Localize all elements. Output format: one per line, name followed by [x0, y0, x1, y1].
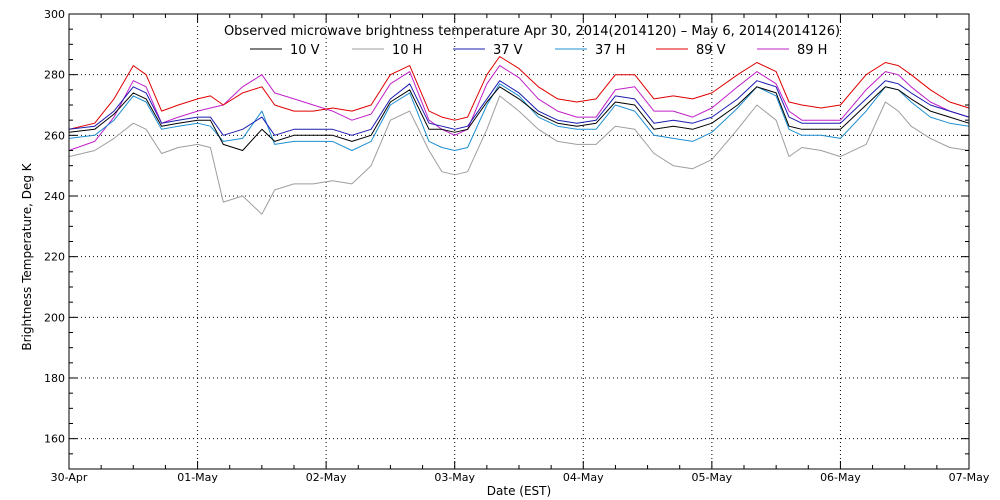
y-tick-label: 200 [44, 311, 65, 324]
y-tick-label: 280 [44, 69, 65, 82]
series-line-37v [68, 80, 970, 136]
legend-label: 10 V [290, 43, 320, 58]
x-tick-label: 03-May [434, 471, 475, 484]
y-tick-label: 300 [44, 8, 65, 21]
legend-label: 89 H [797, 43, 827, 58]
series-line-10v [68, 86, 970, 151]
tick-labels: 160 180 200 220 240 260 280 300 30-Apr 01-May 02-M… [44, 8, 990, 484]
y-axis-label: Brightness Temperature, Deg K [20, 162, 34, 350]
series-line-10h [68, 95, 970, 215]
x-axis-label: Date (EST) [487, 484, 551, 498]
y-tick-label: 240 [44, 190, 65, 203]
series-layer [68, 56, 970, 215]
x-tick-label: 01-May [177, 471, 218, 484]
series-line-37h [68, 83, 970, 151]
x-tick-label: 04-May [563, 471, 604, 484]
y-tick-label: 260 [44, 129, 65, 142]
grid [69, 14, 969, 469]
axis-ticks [68, 13, 970, 470]
x-tick-label: 05-May [691, 471, 732, 484]
series-line-89v [68, 56, 970, 130]
x-tick-label: 06-May [820, 471, 861, 484]
series-line-89h [68, 65, 970, 151]
x-tick-label: 30-Apr [51, 471, 88, 484]
legend-label: 10 H [392, 43, 422, 58]
y-tick-label: 220 [44, 251, 65, 264]
legend: 10 V 10 H 37 V 37 H 89 V 89 H [250, 43, 827, 58]
y-tick-label: 160 [44, 433, 65, 446]
x-tick-label: 02-May [306, 471, 347, 484]
legend-label: 89 V [696, 43, 726, 58]
plot-frame [68, 13, 970, 470]
legend-label: 37 H [595, 43, 625, 58]
chart-title: Observed microwave brightness temperatur… [224, 24, 840, 39]
y-tick-label: 180 [44, 372, 65, 385]
legend-label: 37 V [493, 43, 523, 58]
x-tick-label: 07-May [949, 471, 990, 484]
